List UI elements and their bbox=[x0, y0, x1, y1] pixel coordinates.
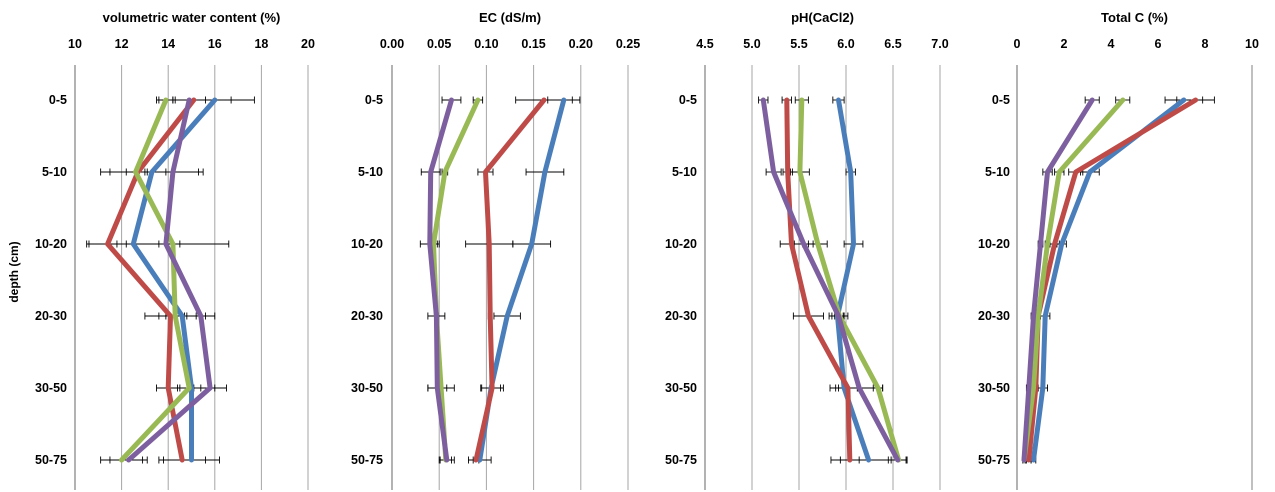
panel-3-category-label: 50-75 bbox=[665, 453, 697, 467]
panel-4-x-tick-label: 6 bbox=[1155, 37, 1162, 51]
panel-4-x-tick-label: 4 bbox=[1108, 37, 1115, 51]
panel-3-series-4-line bbox=[760, 97, 901, 463]
panel-3-x-tick-label: 6.0 bbox=[837, 37, 854, 51]
panel-2-category-label: 30-50 bbox=[351, 381, 383, 395]
panel-3-series-2-line bbox=[784, 97, 853, 463]
panel-3-x-tick-label: 4.5 bbox=[696, 37, 713, 51]
panel-4-category-label: 5-10 bbox=[985, 165, 1010, 179]
panel-3-category-label: 5-10 bbox=[672, 165, 697, 179]
panel-1-category-label: 20-30 bbox=[35, 309, 67, 323]
panel-4-series-1-line bbox=[1031, 97, 1187, 463]
panel-2-series-2-line bbox=[473, 97, 547, 463]
panel-4-x-tick-label: 0 bbox=[1014, 37, 1021, 51]
panel-1-category-label: 10-20 bbox=[35, 237, 67, 251]
panel-3-x-tick-label: 6.5 bbox=[884, 37, 901, 51]
panel-4-x-tick-label: 8 bbox=[1202, 37, 1209, 51]
panel-3-series-3-line bbox=[797, 97, 902, 463]
panel-2-series-4-line bbox=[427, 97, 454, 463]
panel-4-series-4-line bbox=[1021, 97, 1095, 463]
panel-2-category-label: 20-30 bbox=[351, 309, 383, 323]
panel-2-category-label: 50-75 bbox=[351, 453, 383, 467]
panel-4-category-label: 10-20 bbox=[978, 237, 1010, 251]
panel-4-category-label: 50-75 bbox=[978, 453, 1010, 467]
panel-1-category-label: 5-10 bbox=[42, 165, 67, 179]
panel-1-series-4-line bbox=[126, 97, 213, 463]
panel-4-title: Total C (%) bbox=[1101, 10, 1168, 25]
panel-2-category-label: 5-10 bbox=[358, 165, 383, 179]
panel-1-category-label: 50-75 bbox=[35, 453, 67, 467]
panel-2-title: EC (dS/m) bbox=[479, 10, 541, 25]
panel-3-category-label: 0-5 bbox=[679, 93, 697, 107]
panel-1-x-tick-label: 18 bbox=[254, 37, 268, 51]
panel-1-series-3-line bbox=[119, 97, 192, 463]
panel-4-category-label: 0-5 bbox=[992, 93, 1010, 107]
panel-3-x-tick-label: 5.5 bbox=[790, 37, 807, 51]
panel-2-x-tick-label: 0.25 bbox=[616, 37, 640, 51]
panel-4-series-3-line bbox=[1021, 97, 1126, 463]
y-axis-label: depth (cm) bbox=[7, 241, 21, 302]
panel-4-category-label: 20-30 bbox=[978, 309, 1010, 323]
panel-3-title: pH(CaCl2) bbox=[791, 10, 854, 25]
panel-2-x-tick-label: 0.05 bbox=[427, 37, 451, 51]
panel-2-category-label: 10-20 bbox=[351, 237, 383, 251]
panel-2-series-1-line bbox=[477, 97, 567, 463]
panel-2-x-tick-label: 0.00 bbox=[380, 37, 404, 51]
panel-1-series-1-line bbox=[130, 97, 218, 463]
panel-1-category-label: 0-5 bbox=[49, 93, 67, 107]
panel-3-x-tick-label: 5.0 bbox=[743, 37, 760, 51]
panel-3-category-label: 20-30 bbox=[665, 309, 697, 323]
panel-1-x-tick-label: 14 bbox=[161, 37, 175, 51]
panel-1-x-tick-label: 16 bbox=[208, 37, 222, 51]
panel-1-x-tick-label: 12 bbox=[115, 37, 129, 51]
panel-4-series-2-line bbox=[1026, 97, 1199, 463]
panel-2-category-label: 0-5 bbox=[365, 93, 383, 107]
panel-3-series-1-line bbox=[835, 97, 872, 463]
panel-2-x-tick-label: 0.10 bbox=[474, 37, 498, 51]
panel-4-x-tick-label: 2 bbox=[1061, 37, 1068, 51]
panel-2-x-tick-label: 0.20 bbox=[569, 37, 593, 51]
panel-1-category-label: 30-50 bbox=[35, 381, 67, 395]
panel-1-x-tick-label: 10 bbox=[68, 37, 82, 51]
panel-3-category-label: 30-50 bbox=[665, 381, 697, 395]
panel-4-category-label: 30-50 bbox=[978, 381, 1010, 395]
panel-3-x-tick-label: 7.0 bbox=[931, 37, 948, 51]
panel-1-series-2-line bbox=[105, 97, 197, 463]
panel-3-category-label: 10-20 bbox=[665, 237, 697, 251]
panel-4-x-tick-label: 10 bbox=[1245, 37, 1259, 51]
panel-1-title: volumetric water content (%) bbox=[103, 10, 281, 25]
panel-2-x-tick-label: 0.15 bbox=[521, 37, 545, 51]
panel-1-x-tick-label: 20 bbox=[301, 37, 315, 51]
